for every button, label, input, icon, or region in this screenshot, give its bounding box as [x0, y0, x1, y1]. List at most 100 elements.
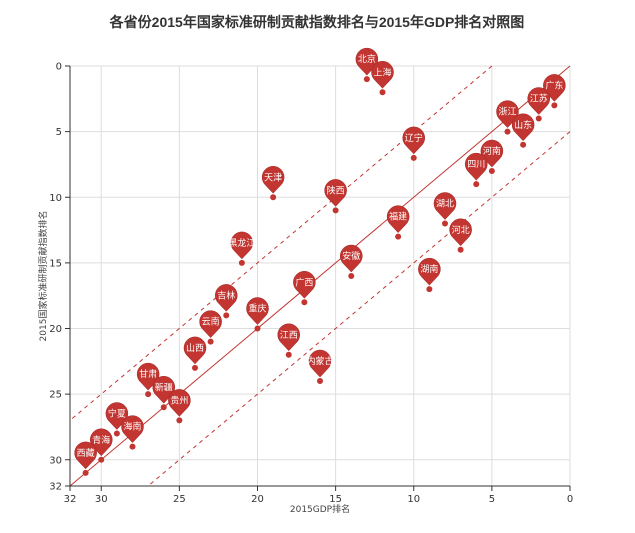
point-pin: [465, 152, 488, 181]
y-tick-label: 20: [49, 324, 62, 335]
point-pin: [402, 126, 425, 155]
data-point: 西藏: [74, 441, 97, 476]
data-point: 山西: [183, 336, 207, 371]
point-marker: [332, 207, 339, 214]
point-marker: [176, 417, 183, 424]
x-tick-label: 10: [407, 494, 420, 505]
point-marker: [535, 115, 542, 122]
data-point: 河北: [449, 218, 472, 253]
point-pin: [230, 231, 254, 260]
point-label: 西藏: [77, 447, 95, 459]
point-label: 北京: [358, 53, 376, 65]
point-marker: [160, 404, 167, 411]
y-tick-label: 0: [56, 62, 62, 73]
point-marker: [317, 378, 323, 384]
point-pin: [418, 257, 441, 286]
data-point: 上海: [371, 61, 394, 96]
data-point: 贵州: [168, 389, 191, 424]
data-point: 海南: [121, 415, 144, 450]
point-pin: [74, 441, 97, 470]
point-pin: [308, 349, 332, 378]
axes: [65, 65, 571, 491]
point-marker: [301, 299, 308, 306]
point-marker: [410, 154, 417, 161]
point-pin: [199, 310, 222, 338]
point-pin: [340, 244, 363, 273]
point-marker: [520, 141, 527, 148]
point-label: 河北: [452, 224, 470, 236]
x-tick-label: 30: [95, 494, 108, 505]
point-label: 黑龙江: [228, 237, 255, 249]
point-pin: [168, 389, 191, 417]
point-marker: [426, 286, 433, 293]
point-pin: [183, 336, 207, 365]
y-tick-label: 30: [49, 455, 62, 466]
point-label: 内蒙古: [306, 355, 333, 367]
point-marker: [192, 364, 198, 371]
data-point: 广西: [293, 271, 316, 306]
data-point: 四川: [465, 152, 488, 188]
point-label: 新疆: [155, 381, 173, 393]
point-label: 青海: [92, 434, 110, 446]
x-axis-title: 2015GDP排名: [290, 503, 350, 515]
data-point: 内蒙古: [306, 349, 334, 384]
point-label: 江苏: [530, 93, 548, 105]
point-marker: [285, 351, 292, 358]
data-point: 湖南: [418, 257, 441, 293]
point-marker: [504, 128, 511, 135]
data-point: 天津: [261, 166, 285, 201]
point-label: 宁夏: [108, 408, 126, 420]
data-point: 江西: [277, 323, 300, 358]
y-tick-label: 15: [49, 258, 62, 269]
y-tick-label: 25: [49, 390, 62, 401]
data-point: 吉林: [215, 284, 238, 319]
y-tick-label: 5: [56, 127, 62, 138]
reference-line-dashed: [69, 65, 493, 421]
point-label: 福建: [389, 211, 407, 223]
point-marker: [379, 89, 386, 96]
point-pin: [371, 61, 394, 89]
tick-labels: 32 30 25 20 15 10 5 0 0 5 10 15 20 25 30 32: [49, 62, 573, 506]
point-marker: [488, 168, 495, 174]
point-label: 湖南: [420, 263, 438, 275]
point-marker: [363, 76, 370, 83]
point-label: 重庆: [248, 303, 266, 315]
point-pin: [324, 179, 347, 207]
point-marker: [270, 194, 277, 201]
point-label: 甘肃: [139, 368, 157, 380]
point-marker: [551, 102, 558, 109]
data-point: 江苏: [527, 87, 550, 122]
point-pin: [277, 323, 300, 352]
point-marker: [145, 391, 152, 398]
point-label: 广东: [545, 79, 563, 91]
point-pin: [293, 271, 316, 299]
data-point: 福建: [386, 205, 410, 240]
x-tick-label: 5: [489, 494, 495, 505]
point-pin: [449, 218, 472, 247]
reference-line-diagonal: [69, 65, 571, 487]
point-pin: [511, 113, 535, 142]
data-point: 黑龙江: [228, 231, 255, 266]
point-label: 浙江: [498, 106, 516, 118]
chart-title: 各省份2015年国家标准研制贡献指数排名与2015年GDP排名对照图: [109, 14, 525, 30]
point-label: 山东: [514, 119, 532, 131]
data-point: 重庆: [246, 297, 269, 332]
point-marker: [207, 338, 214, 345]
y-tick-label: 32: [49, 482, 62, 493]
data-point: 云南: [199, 310, 222, 345]
point-marker: [395, 233, 402, 240]
point-label: 云南: [202, 316, 220, 328]
point-pin: [121, 415, 144, 443]
point-marker: [442, 220, 448, 227]
data-point: 山东: [511, 113, 535, 148]
x-tick-label: 15: [329, 494, 342, 505]
point-pin: [215, 284, 238, 312]
point-pin: [433, 192, 457, 220]
data-points: 北京上海广东江苏浙江山东辽宁河南四川天津陕西湖北福建河北黑龙江安徽湖南广西吉林重…: [74, 47, 566, 476]
data-point: 陕西: [324, 179, 347, 214]
y-tick-label: 10: [49, 193, 62, 204]
reference-line-dashed: [147, 131, 571, 487]
data-point: 湖北: [433, 192, 457, 227]
